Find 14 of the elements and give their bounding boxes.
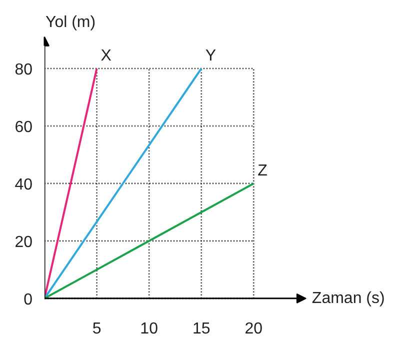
y-tick-label: 60	[14, 118, 33, 136]
series-label: X	[100, 48, 112, 64]
series-label: Y	[205, 48, 216, 64]
x-tick-label: 5	[92, 320, 102, 338]
x-tick-label: 15	[192, 320, 210, 338]
y-axis-title: Yol (m)	[46, 14, 96, 31]
y-tick-label: 20	[14, 234, 33, 251]
series-label: Z	[258, 162, 268, 180]
y-tick-label: 0	[24, 291, 33, 308]
x-axis-title: Zaman (s)	[312, 290, 385, 307]
x-tick-label: 20	[244, 320, 263, 338]
y-tick-label: 40	[14, 176, 33, 194]
x-tick-label: 10	[140, 320, 158, 338]
y-tick-label: 80	[14, 62, 33, 78]
